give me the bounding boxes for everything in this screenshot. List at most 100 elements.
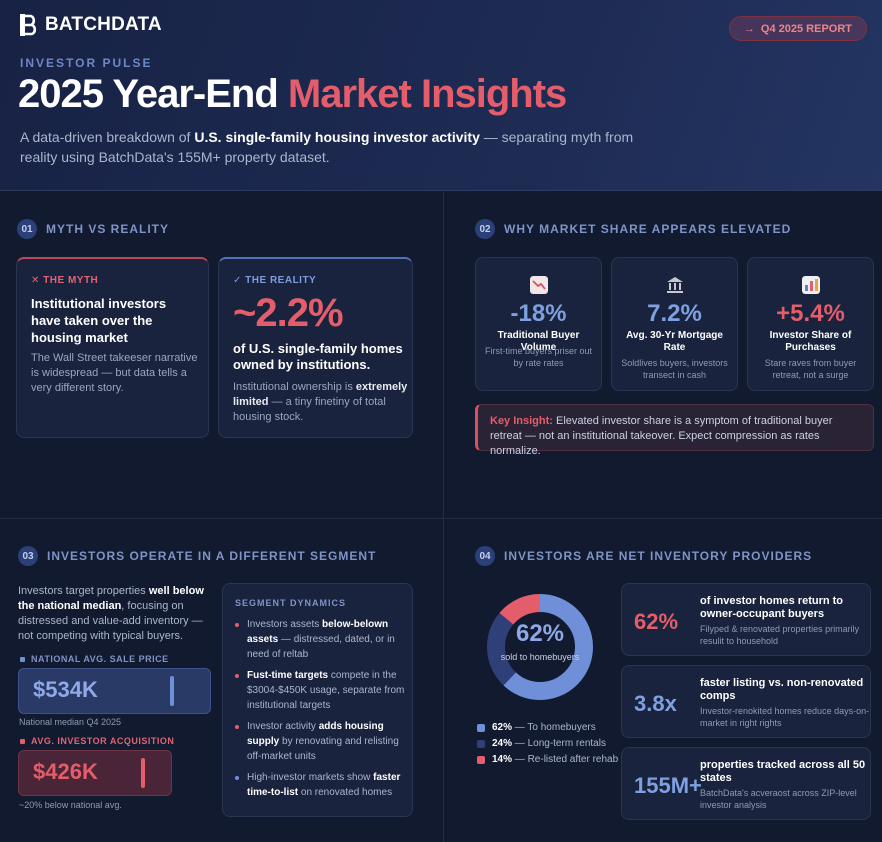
reality-body-bold: extremely limited (233, 381, 408, 408)
inventory-stat-card: 62% of investor homes return to owner-oc… (621, 583, 871, 656)
stat-value: +5.4% (776, 300, 845, 327)
reality-tag: ✓ THE REALITY (233, 275, 316, 286)
investor-price-label-text: AVG. INVESTOR ACQUISITION (31, 736, 175, 746)
seg-post: on renovated homes (300, 787, 393, 798)
bullet-icon (235, 623, 239, 627)
section-4-header: 04 INVESTORS ARE NET INVENTORY PROVIDERS (475, 546, 812, 566)
seg-pre: Investors assets (247, 619, 320, 630)
row-divider (0, 518, 882, 519)
intro-bold: well below the national median (18, 585, 204, 612)
subtitle-post: — separating myth from reality using Bat… (20, 129, 634, 165)
donut-center-caption: sold to homebuyers (500, 652, 580, 662)
stat-card-buyer-volume: -18% Traditional Buyer Volume First-time… (475, 257, 602, 391)
legend-text: — Long-term rentals (514, 738, 606, 749)
close-icon: ✕ (31, 275, 40, 286)
key-insight-label: Key Insight: (490, 415, 553, 427)
stat-card-investor-share: +5.4% Investor Share of Purchases Stare … (747, 257, 874, 391)
section-number: 02 (475, 219, 495, 239)
legend-text: — To homebuyers (514, 722, 596, 733)
section-2-header: 02 WHY MARKET SHARE APPEARS ELEVATED (475, 219, 791, 239)
subtitle-bold: U.S. single-family housing investor acti… (194, 129, 480, 145)
national-price-bar (170, 676, 174, 706)
segment-item: Fust-time targets compete in the $3004-$… (235, 668, 405, 713)
batchdata-logo-icon (20, 14, 37, 36)
donut-center-value: 62% (515, 620, 565, 647)
intro-pre: Investors target properties (18, 585, 146, 597)
investor-price-bar (141, 758, 145, 788)
stat-sub: Soldlives buyers, investors transect in … (621, 358, 728, 380)
section-title: MYTH VS REALITY (46, 222, 170, 236)
legend-value: 62% (492, 722, 513, 733)
seg-bold: faster time-to-list (247, 772, 401, 798)
section-title: INVESTORS ARE NET INVENTORY PROVIDERS (504, 549, 813, 563)
bullet-icon (235, 725, 239, 729)
reality-body: Institutional ownership is extremely lim… (233, 380, 413, 425)
bar-chart-icon (801, 276, 820, 294)
national-price-note: National median Q4 2025 (19, 717, 122, 727)
key-insight-text: Elevated investor share is a symptom of … (490, 415, 833, 457)
seg-bold: adds housing supply (247, 721, 384, 747)
chart-down-icon (529, 276, 548, 294)
inventory-stat-sub: Filyped & renovated properties primarily… (700, 624, 860, 646)
section-3-header: 03 INVESTORS OPERATE IN A DIFFERENT SEGM… (18, 546, 376, 566)
stat-label: Investor Share of Purchases (769, 330, 852, 353)
inventory-stat-headline: properties tracked across all 50 states (700, 759, 866, 784)
legend-text: — Re-listed after rehab (514, 754, 619, 765)
myth-body: The Wall Street takeeser narrative is wi… (31, 352, 198, 394)
inventory-stat-card: 155M+ properties tracked across all 50 s… (621, 747, 871, 820)
stat-value: 7.2% (647, 300, 702, 327)
seg-bold: below-belown assets (247, 619, 389, 645)
subtitle-pre: A data-driven breakdown of (20, 129, 191, 145)
reality-tag-label: THE REALITY (245, 275, 317, 286)
inventory-stat-value: 62% (634, 609, 679, 634)
stat-card-mortgage-rate: 7.2% Avg. 30-Yr Mortgage Rate Soldlives … (611, 257, 738, 391)
inventory-stat-card: 3.8x faster listing vs. non-renovated co… (621, 665, 871, 738)
seg-pre: High-investor markets show (247, 772, 371, 783)
legend-value: 24% (492, 738, 513, 749)
brand-logo[interactable]: BATCHDATA (20, 14, 162, 36)
header-banner: BATCHDATA → Q4 2025 REPORT INVESTOR PULS… (0, 0, 882, 191)
reality-card: ✓ THE REALITY ~2.2% of U.S. single-famil… (218, 257, 413, 438)
column-divider (443, 192, 444, 842)
myth-card: ✕ THE MYTH Institutional investors have … (16, 257, 209, 438)
national-price-value: $534K (33, 677, 98, 702)
report-badge-label: Q4 2025 REPORT (760, 22, 852, 35)
stat-label: Avg. 30-Yr Mortgage Rate (626, 330, 723, 353)
segment-dynamics-title: SEGMENT DYNAMICS (235, 598, 347, 608)
segment-item: Investors assets below-belown assets — d… (235, 617, 405, 662)
bullet-icon (235, 674, 239, 678)
segment-item: Investor activity adds housing supply by… (235, 719, 405, 764)
section-number: 01 (17, 219, 37, 239)
intro-post: , focusing on distressed and value-add i… (18, 600, 203, 642)
national-price-label: NATIONAL AVG. SALE PRICE (20, 654, 169, 664)
report-badge[interactable]: → Q4 2025 REPORT (728, 16, 867, 41)
investor-price-label: AVG. INVESTOR ACQUISITION (20, 736, 174, 746)
section-1-header: 01 MYTH VS REALITY (17, 219, 169, 239)
segment-intro: Investors target properties well below t… (18, 584, 214, 644)
seg-post: by renovating and relisting off-market u… (247, 736, 399, 762)
legend-item: 14% — Re-listed after rehab (477, 754, 618, 765)
page-subtitle: A data-driven breakdown of U.S. single-f… (20, 127, 640, 167)
legend-swatch (477, 755, 485, 764)
stat-label: Traditional Buyer Volume (497, 330, 580, 353)
section-title: INVESTORS OPERATE IN A DIFFERENT SEGMENT (47, 549, 377, 563)
page-title: 2025 Year-End Market Insights (18, 72, 567, 117)
stat-sub: First-time buyers priser out by rate rat… (484, 346, 593, 368)
myth-tag-label: THE MYTH (43, 275, 99, 286)
seg-bold: Fust-time targets (247, 670, 329, 681)
key-insight-callout: Key Insight: Elevated investor share is … (475, 404, 874, 457)
seg-post: compete in the $3004-$450K usage, separa… (247, 670, 405, 711)
national-price-label-text: NATIONAL AVG. SALE PRICE (31, 654, 169, 664)
page-title-main: 2025 Year-End (18, 72, 279, 116)
investor-price-box: $426K (18, 750, 172, 796)
reality-stat: ~2.2% (233, 291, 344, 335)
section-title: WHY MARKET SHARE APPEARS ELEVATED (504, 222, 792, 236)
national-price-box: $534K (18, 668, 211, 714)
page-title-accent: Market Insights (287, 72, 567, 116)
legend-item: 62% — To homebuyers (477, 722, 596, 733)
legend-value: 14% (492, 754, 513, 765)
segment-dynamics-card: SEGMENT DYNAMICS Investors assets below-… (222, 583, 413, 817)
inventory-stat-headline: faster listing vs. non-renovated comps (700, 677, 864, 702)
legend-swatch (477, 723, 485, 732)
legend-swatch (477, 739, 485, 748)
